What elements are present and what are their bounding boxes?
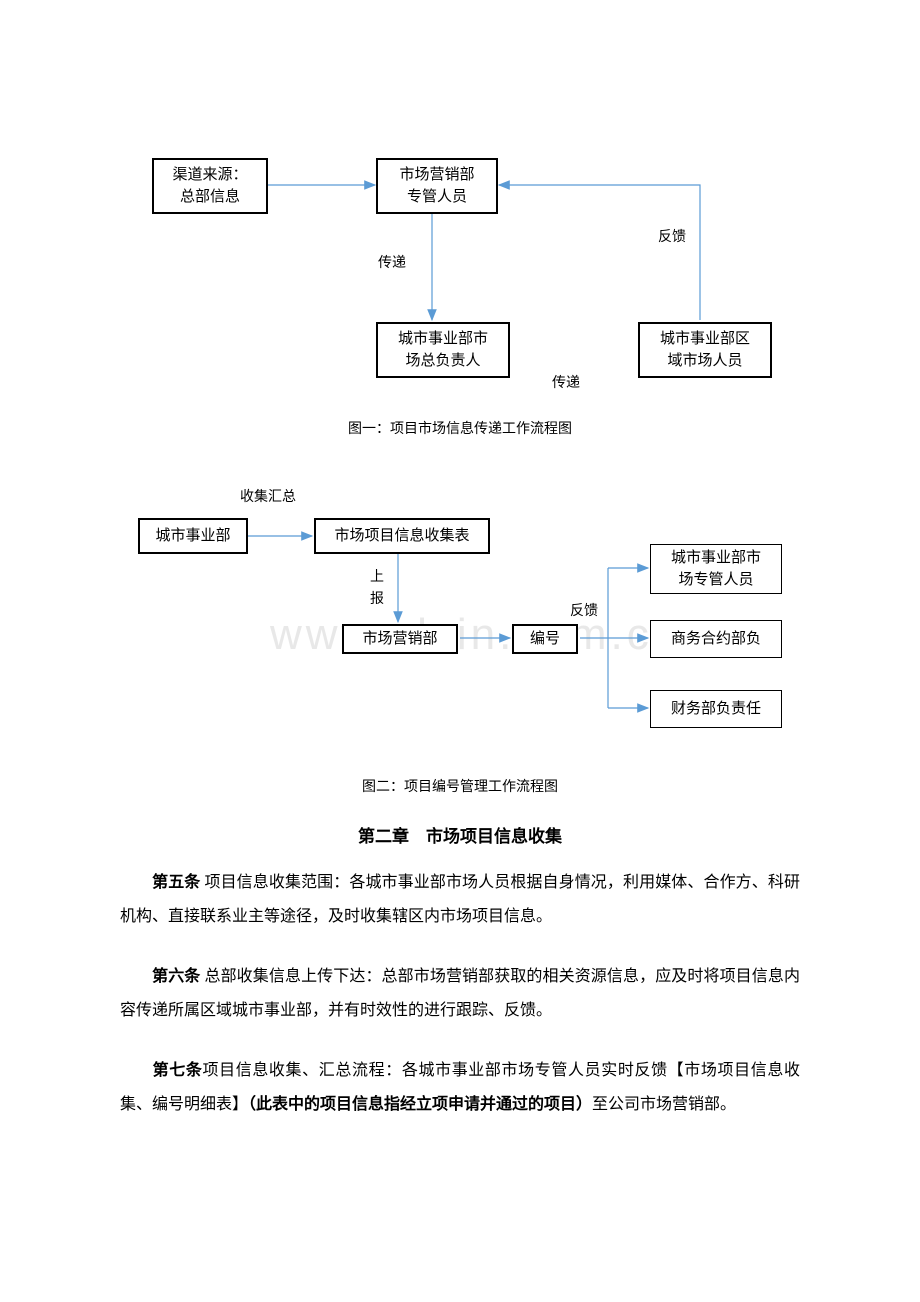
fc1-node-source-l2: 总部信息 bbox=[180, 186, 240, 209]
fc1-node-city-mgr-l2: 场总负责人 bbox=[405, 350, 480, 373]
flowchart-1: 渠道来源： 总部信息 市场营销部 专管人员 城市事业部市 场总负责人 城市事业部… bbox=[0, 0, 920, 330]
fc2-node-city-specialist: 城市事业部市 场专管人员 bbox=[650, 544, 782, 594]
fc1-label-feedback: 反馈 bbox=[658, 226, 686, 246]
watermark-text: www.zlxin.com.cn bbox=[270, 610, 681, 660]
fc1-node-marketing-l2: 专管人员 bbox=[407, 186, 467, 209]
fc2-node-contract-dept-l1: 商务合约部负 bbox=[671, 628, 761, 651]
fc1-node-region: 城市事业部区 域市场人员 bbox=[638, 322, 772, 378]
p7-bold: （此表中的项目信息指经立项申请并通过的项目） bbox=[248, 1096, 592, 1113]
fc1-node-region-l2: 域市场人员 bbox=[667, 350, 742, 373]
section-title: 第二章 市场项目信息收集 bbox=[0, 822, 920, 847]
fc1-label-transfer-1: 传递 bbox=[378, 252, 406, 272]
flowchart-1-caption: 图一：项目市场信息传递工作流程图 bbox=[0, 418, 920, 438]
fc2-node-city-specialist-l2: 场专管人员 bbox=[678, 569, 753, 592]
fc1-node-marketing: 市场营销部 专管人员 bbox=[376, 158, 498, 214]
p6-text: 总部收集信息上传下达：总部市场营销部获取的相关资源信息，应及时将项目信息内容传递… bbox=[120, 968, 800, 1019]
fc2-node-finance-dept-l1: 财务部负责任 bbox=[671, 698, 761, 721]
p6-label: 第六条 bbox=[152, 968, 200, 985]
fc1-node-city-mgr: 城市事业部市 场总负责人 bbox=[376, 322, 510, 378]
fc1-node-marketing-l1: 市场营销部 bbox=[399, 164, 474, 187]
fc2-node-collection-table: 市场项目信息收集表 bbox=[314, 518, 490, 554]
fc2-node-city-dept: 城市事业部 bbox=[138, 518, 248, 554]
fc2-label-report-2: 报 bbox=[370, 588, 384, 608]
p5-text: 项目信息收集范围：各城市事业部市场人员根据自身情况，利用媒体、合作方、科研机构、… bbox=[120, 874, 800, 925]
p5-label: 第五条 bbox=[152, 874, 200, 891]
fc2-label-collect: 收集汇总 bbox=[240, 486, 296, 506]
fc2-label-report-1: 上 bbox=[370, 566, 384, 586]
flowchart-2: www.zlxin.com.cn 收集汇总 上 报 反馈 城市事业部 市场项目信… bbox=[0, 460, 920, 740]
fc2-node-contract-dept: 商务合约部负 bbox=[650, 620, 782, 658]
flowchart-2-caption: 图二：项目编号管理工作流程图 bbox=[0, 776, 920, 796]
fc2-node-numbering: 编号 bbox=[512, 624, 578, 654]
fc2-node-city-specialist-l1: 城市事业部市 bbox=[671, 547, 761, 570]
p7-text2: 至公司市场营销部。 bbox=[592, 1096, 736, 1113]
fc1-label-transfer-2: 传递 bbox=[552, 372, 580, 392]
fc1-node-source: 渠道来源： 总部信息 bbox=[152, 158, 268, 214]
fc2-node-marketing-dept: 市场营销部 bbox=[342, 624, 458, 654]
paragraph-6: 第六条 总部收集信息上传下达：总部市场营销部获取的相关资源信息，应及时将项目信息… bbox=[0, 960, 920, 1027]
fc1-node-city-mgr-l1: 城市事业部市 bbox=[398, 328, 488, 351]
fc2-label-feedback: 反馈 bbox=[570, 600, 598, 620]
paragraph-5: 第五条 项目信息收集范围：各城市事业部市场人员根据自身情况，利用媒体、合作方、科… bbox=[0, 866, 920, 933]
flowchart-2-arrows bbox=[0, 460, 920, 740]
fc2-node-finance-dept: 财务部负责任 bbox=[650, 690, 782, 728]
fc1-node-source-l1: 渠道来源： bbox=[172, 164, 247, 187]
fc1-node-region-l1: 城市事业部区 bbox=[660, 328, 750, 351]
p7-label: 第七条 bbox=[152, 1062, 202, 1079]
paragraph-7: 第七条项目信息收集、汇总流程：各城市事业部市场专管人员实时反馈【市场项目信息收集… bbox=[0, 1054, 920, 1121]
